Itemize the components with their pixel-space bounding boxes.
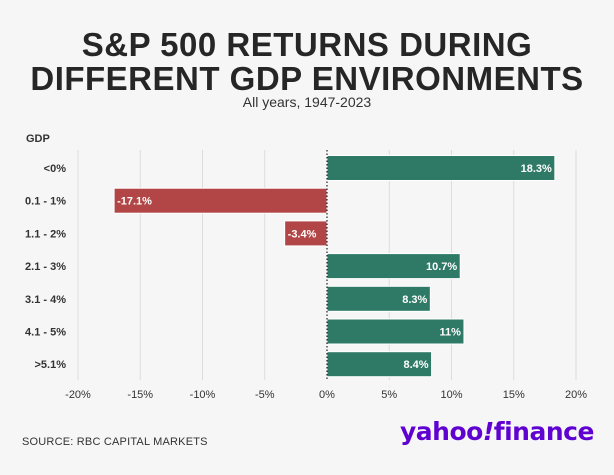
bar	[113, 187, 328, 214]
chart-subtitle: All years, 1947-2023	[242, 94, 372, 110]
source-note: SOURCE: RBC CAPITAL MARKETS	[22, 436, 208, 448]
yahoo-finance-logo: yahoo!finance	[400, 417, 594, 446]
bar	[326, 155, 556, 181]
y-tick-label: <0%	[44, 163, 67, 175]
y-tick-label: >5.1%	[35, 359, 67, 371]
bar	[284, 220, 328, 247]
x-tick-label: -20%	[65, 389, 91, 401]
data-label: 8.4%	[404, 359, 429, 371]
x-tick-label: 20%	[565, 389, 587, 401]
data-label: 11%	[440, 327, 462, 339]
title-line-2: DIFFERENT GDP ENVIRONMENTS	[30, 60, 584, 97]
data-label: -17.1%	[117, 196, 152, 208]
x-tick-label: -15%	[127, 389, 153, 401]
bar	[326, 318, 465, 345]
chart-title: S&P 500 RETURNS DURING DIFFERENT GDP ENV…	[0, 28, 614, 96]
y-tick-label: 0.1 - 1%	[25, 196, 66, 208]
x-tick-label: 10%	[440, 389, 462, 401]
bar	[326, 253, 461, 280]
data-label: 18.3%	[521, 163, 552, 175]
data-label: 8.3%	[402, 294, 427, 306]
data-label: 10.7%	[426, 261, 457, 273]
y-axis-title: GDP	[26, 133, 50, 145]
x-tick-label: 5%	[381, 389, 397, 401]
y-tick-label: 4.1 - 5%	[25, 327, 66, 339]
x-tick-label: -5%	[255, 389, 275, 401]
x-tick-label: 0%	[319, 389, 335, 401]
x-tick-label: -10%	[190, 389, 216, 401]
y-tick-label: 2.1 - 3%	[25, 261, 66, 273]
title-line-1: S&P 500 RETURNS DURING	[81, 26, 533, 63]
x-tick-label: 15%	[503, 389, 525, 401]
y-tick-label: 3.1 - 4%	[25, 294, 66, 306]
bar	[326, 285, 431, 312]
data-label: -3.4%	[288, 228, 317, 240]
y-tick-label: 1.1 - 2%	[25, 228, 66, 240]
